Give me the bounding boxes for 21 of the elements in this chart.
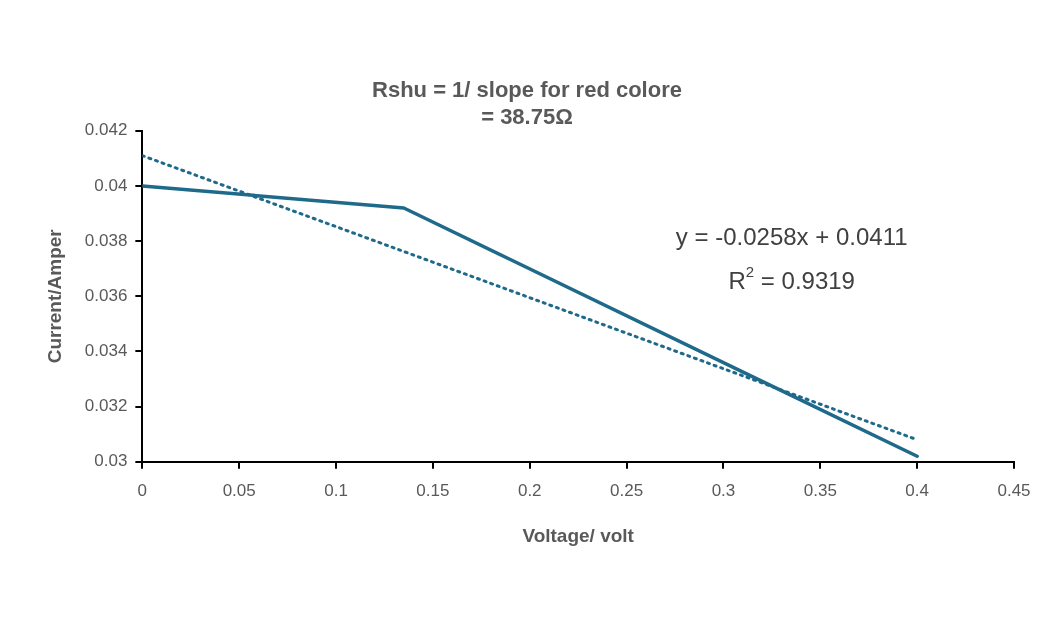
x-tick-label: 0.45 — [997, 480, 1031, 500]
y-tick-label: 0.034 — [84, 341, 128, 361]
x-tick-label: 0.2 — [517, 480, 542, 500]
x-tick-label: 0.25 — [610, 480, 644, 500]
y-tick-label: 0.042 — [84, 120, 128, 140]
x-tick-label: 0 — [137, 480, 148, 500]
x-tick-label: 0.3 — [711, 480, 736, 500]
y-tick-label: 0.032 — [84, 396, 128, 416]
chart-title: Rshu = 1/ slope for red colore = 38.75Ω — [372, 77, 682, 129]
annotation: y = -0.0258x + 0.0411 — [675, 223, 908, 251]
y-tick-label: 0.038 — [84, 230, 128, 250]
x-tick-label: 0.4 — [905, 480, 929, 500]
y-tick-label: 0.04 — [94, 175, 128, 195]
y-tick-label: 0.03 — [94, 451, 128, 471]
x-tick-label: 0.1 — [324, 480, 348, 500]
x-tick-label: 0.35 — [803, 480, 837, 500]
x-tick-label: 0.15 — [416, 480, 450, 500]
y-axis-title: Current/Amper — [43, 228, 65, 364]
x-axis-title: Voltage/ volt — [522, 524, 635, 546]
y-tick-label: 0.036 — [84, 285, 128, 305]
x-tick-label: 0.05 — [222, 480, 256, 500]
